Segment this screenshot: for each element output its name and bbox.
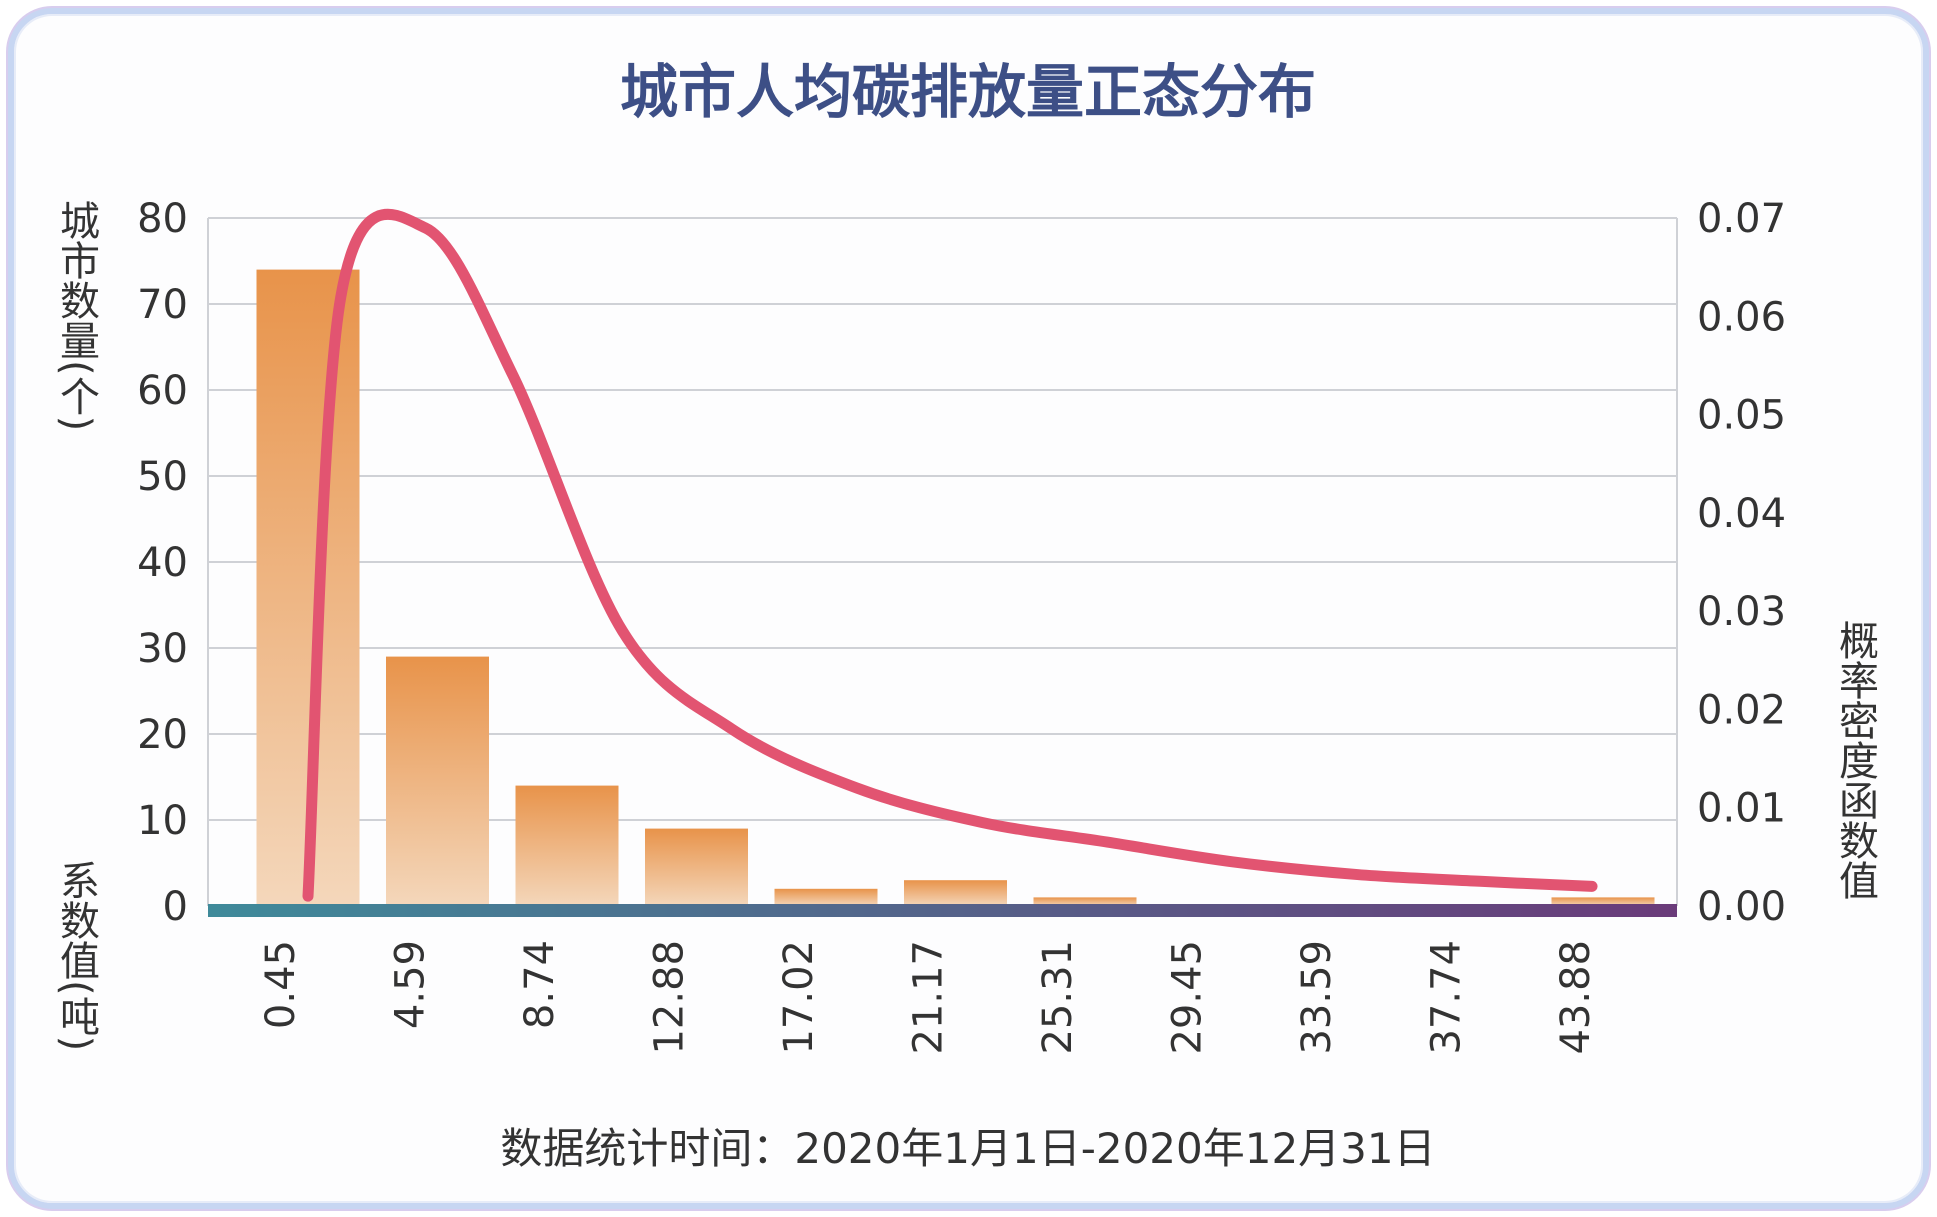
- y-left-tick-label: 20: [137, 712, 188, 758]
- x-tick-label: 29.45: [1165, 940, 1211, 1055]
- y-left-tick-label: 60: [137, 368, 188, 414]
- bar: [774, 888, 878, 906]
- x-axis-ticks: 0.45 4.59 8.74 12.88 17.02 21.17 25.31 29.45 33.…: [258, 940, 1599, 1055]
- bar-series: [256, 269, 1655, 907]
- x-tick-label: 0.45: [258, 940, 304, 1029]
- footer-note: 数据统计时间：2020年1月1日-2020年12月31日: [500, 1124, 1435, 1173]
- y-right-tick-label: 0.04: [1697, 491, 1786, 537]
- x-axis-label: 系数值(吨): [53, 860, 99, 1051]
- x-tick-label: 43.88: [1553, 940, 1599, 1055]
- y-axis-right-ticks: 0.00 0.01 0.02 0.03 0.04 0.05 0.06 0.07: [1697, 196, 1786, 930]
- bar: [904, 880, 1007, 906]
- x-tick-label: 25.31: [1035, 940, 1081, 1055]
- bar: [515, 785, 619, 906]
- bar: [1551, 897, 1655, 906]
- y-left-tick-label: 10: [137, 798, 188, 844]
- y-right-tick-label: 0.00: [1697, 884, 1786, 930]
- y-left-tick-label: 50: [137, 454, 188, 500]
- y-right-tick-label: 0.03: [1697, 589, 1786, 635]
- x-tick-label: 17.02: [776, 940, 822, 1055]
- x-tick-label: 12.88: [647, 940, 693, 1055]
- y-right-tick-label: 0.06: [1697, 294, 1786, 340]
- y-axis-right-label: 概率密度函数值: [1832, 620, 1878, 900]
- x-tick-label: 33.59: [1294, 940, 1340, 1055]
- bar: [386, 656, 489, 906]
- x-tick-label: 37.74: [1424, 940, 1470, 1055]
- y-left-tick-label: 0: [163, 884, 188, 930]
- density-curve: [302, 208, 1598, 902]
- x-tick-label: 8.74: [517, 940, 563, 1029]
- y-left-tick-label: 40: [137, 540, 188, 586]
- y-right-tick-label: 0.05: [1697, 393, 1786, 439]
- x-axis-baseline: [208, 904, 1677, 917]
- y-left-tick-label: 80: [137, 196, 188, 242]
- y-axis-left-ticks: 0 10 20 30 40 50 60 70 80: [137, 196, 188, 930]
- x-tick-label: 21.17: [906, 940, 952, 1055]
- bar: [645, 828, 748, 906]
- y-right-tick-label: 0.01: [1697, 786, 1786, 832]
- y-axis-left-label: 城市数量(个): [53, 200, 99, 431]
- chart-title: 城市人均碳排放量正态分布: [620, 58, 1316, 126]
- x-tick-label: 4.59: [388, 940, 434, 1029]
- y-right-tick-label: 0.07: [1697, 196, 1786, 242]
- bar: [1033, 897, 1137, 906]
- y-right-tick-label: 0.02: [1697, 687, 1786, 733]
- y-left-tick-label: 30: [137, 626, 188, 672]
- y-left-tick-label: 70: [137, 282, 188, 328]
